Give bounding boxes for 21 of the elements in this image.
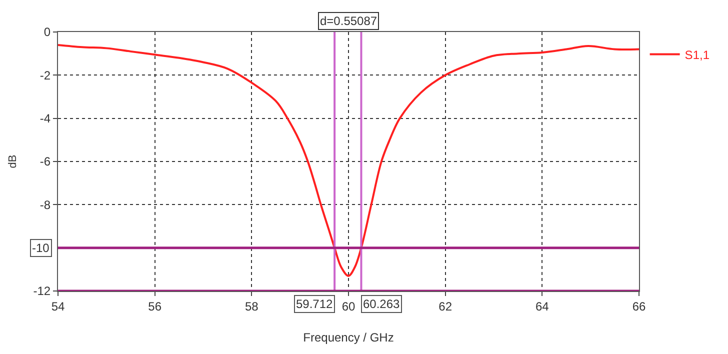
y-tick-label: -4 (40, 112, 51, 126)
line-series (58, 44, 639, 277)
y-tick-label: -2 (40, 68, 51, 82)
ref-line-label: 59.712 (296, 297, 334, 311)
x-tick-label: 66 (632, 299, 646, 314)
y-tick-label: -12 (33, 284, 51, 298)
y-tick-label: 0 (44, 25, 51, 40)
y-axis-title: dB (6, 154, 19, 168)
x-tick-label: 64 (535, 299, 550, 314)
y-tick-label: -6 (40, 154, 51, 169)
legend-label: S1,1 (684, 48, 710, 62)
text: d=0.55087 (320, 14, 378, 28)
x-tick-label: 58 (244, 299, 259, 314)
x-tick-label: 54 (51, 299, 65, 314)
y-tick-label: -8 (40, 198, 51, 212)
x-tick-label: 62 (438, 299, 452, 314)
x-tick-label: 56 (148, 299, 162, 314)
x-axis-title: Frequency / GHz (303, 330, 394, 344)
x-tick-label: 60 (342, 299, 356, 314)
ref-line-label: 60.263 (363, 297, 400, 311)
ref-line-label: -10 (32, 241, 50, 255)
